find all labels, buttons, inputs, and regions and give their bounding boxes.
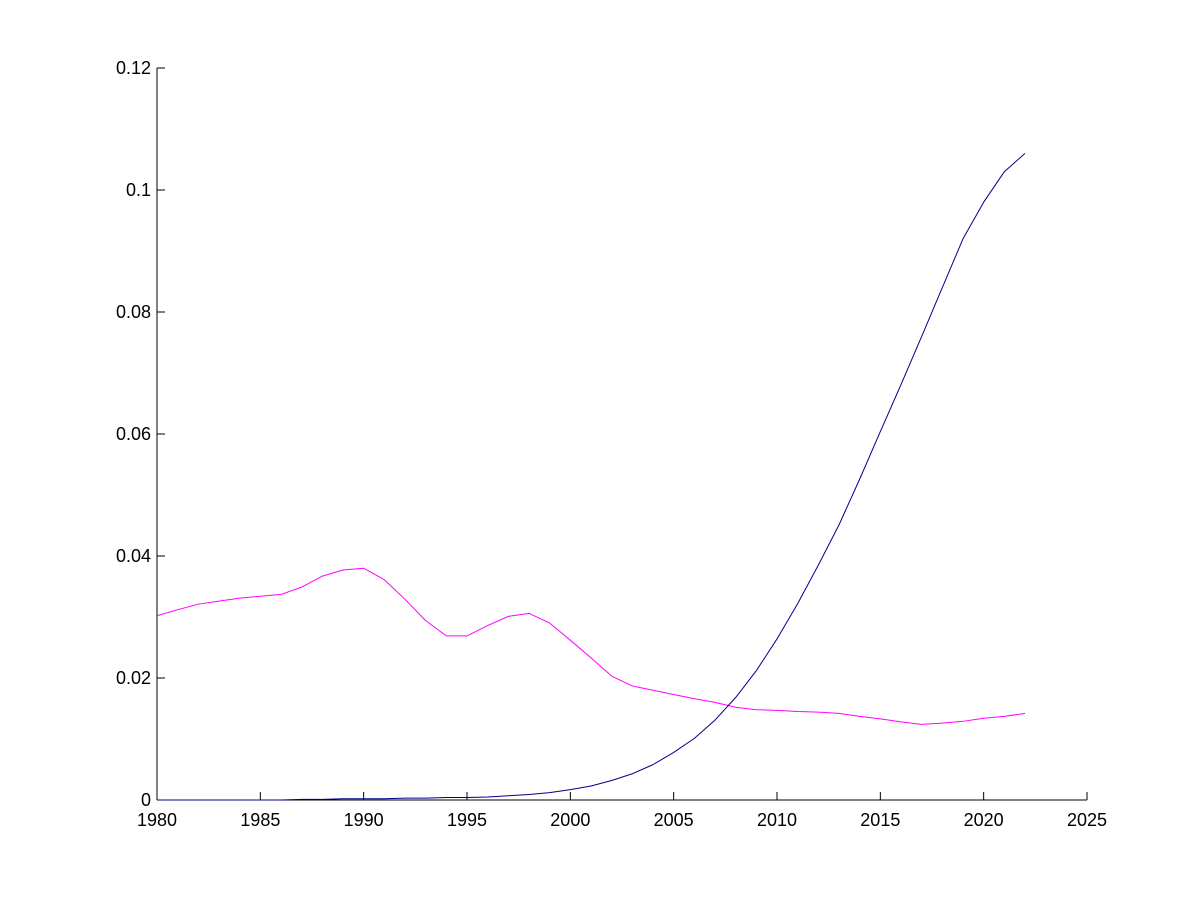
x-tick-label: 2005	[654, 810, 694, 830]
series-line-2	[157, 153, 1026, 801]
y-tick-label: 0	[141, 790, 151, 810]
y-tick-label: 0.08	[116, 302, 151, 322]
x-tick-label: 1995	[447, 810, 487, 830]
x-tick-label: 2010	[757, 810, 797, 830]
x-tick-label: 2025	[1067, 810, 1107, 830]
x-tick-label: 1985	[240, 810, 280, 830]
x-tick-label: 1990	[344, 810, 384, 830]
x-tick-label: 2020	[964, 810, 1004, 830]
x-tick-label: 2015	[860, 810, 900, 830]
y-tick-label: 0.02	[116, 668, 151, 688]
y-tick-label: 0.1	[126, 180, 151, 200]
y-tick-label: 0.04	[116, 546, 151, 566]
x-tick-label: 1980	[137, 810, 177, 830]
y-tick-label: 0.06	[116, 424, 151, 444]
series-line-1	[156, 567, 1026, 725]
x-tick-label: 2000	[550, 810, 590, 830]
axes: 1980 1985 1990 1995 2000 2005 2010 2015 2020 2025…	[116, 58, 1107, 830]
series-layer	[156, 153, 1026, 801]
y-tick-label: 0.12	[116, 58, 151, 78]
